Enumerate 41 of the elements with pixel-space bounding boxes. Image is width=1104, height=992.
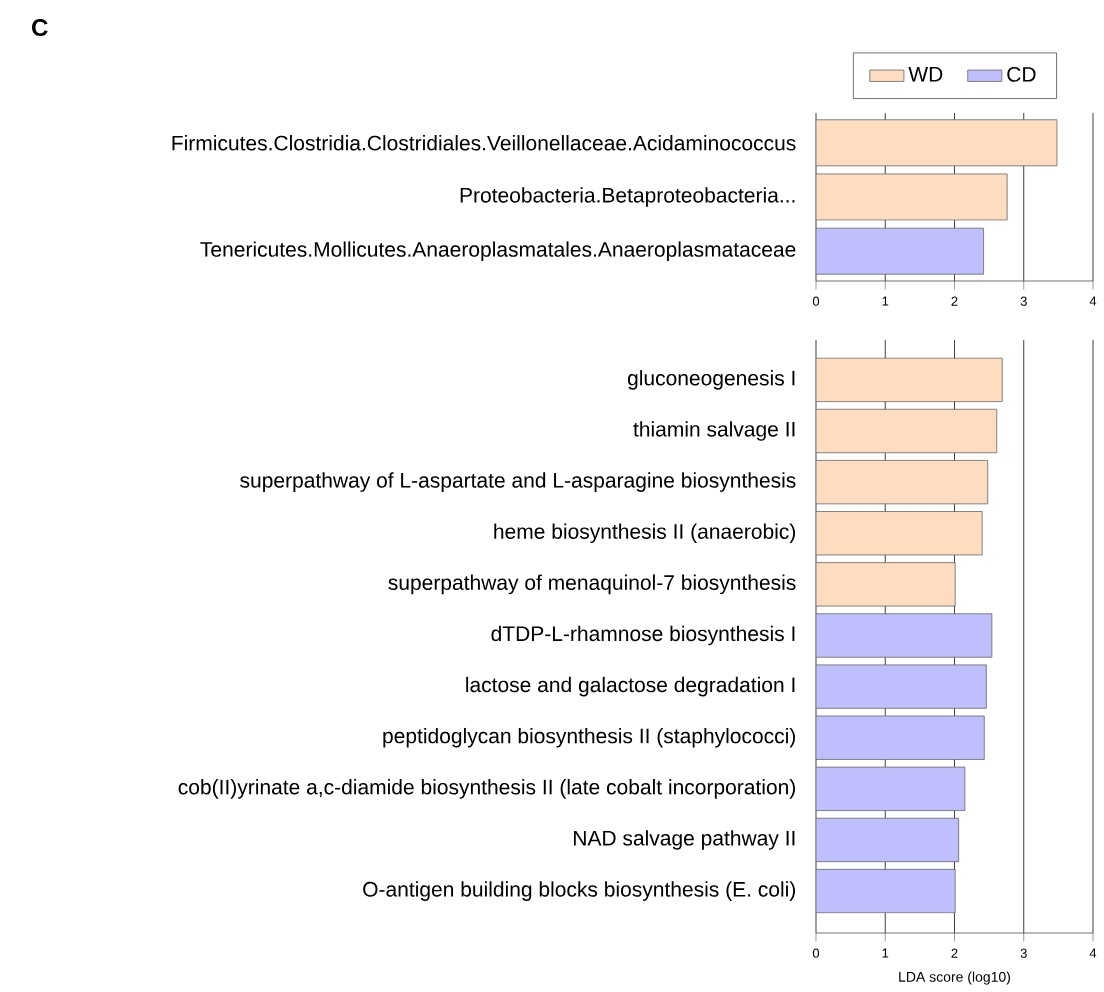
bar <box>816 613 993 658</box>
y-tick-label: gluconeogenesis I <box>627 370 795 390</box>
x-tick-label: 2 <box>951 948 958 958</box>
x-tick-label: 3 <box>1020 948 1027 958</box>
y-tick-label: superpathway of L-aspartate and L-asparagine biosynthesis <box>240 472 796 492</box>
y-tick-label: cob(II)yrinate a,c-diamide biosynthesis II (late cobalt incorporation) <box>178 779 795 799</box>
y-tick-label: superpathway of menaquinol-7 biosynthesis <box>388 574 796 595</box>
x-tick-label: 3 <box>1020 296 1027 306</box>
x-tick-label: 1 <box>882 948 889 958</box>
bar <box>816 766 966 811</box>
bar <box>816 408 998 454</box>
legend-label: CD <box>1007 66 1036 82</box>
y-tick-label: Firmicutes.Clostridia.Clostridiales.Veillonellaceae.Acidaminococcus <box>172 135 796 151</box>
bar <box>816 173 1008 221</box>
y-tick-label: peptidoglycan biosynthesis II (staphylococci) <box>383 727 796 748</box>
y-tick-label: thiamin salvage II <box>633 421 795 441</box>
y-tick-label: Tenericutes.Mollicutes.Anaeroplasmatales.Anaeroplasmataceae <box>200 241 796 261</box>
y-tick-label: dTDP-L-rhamnose biosynthesis I <box>491 625 795 646</box>
y-tick-label: O-antigen building blocks biosynthesis (E. coli) <box>363 881 795 901</box>
x-tick-label: 0 <box>812 948 820 958</box>
x-tick-label: 4 <box>1089 948 1097 958</box>
x-tick-label: 4 <box>1089 296 1097 306</box>
text: C <box>32 19 48 37</box>
legend-label: WD <box>908 67 943 82</box>
bar <box>816 357 1003 403</box>
y-tick-label: lactose and galactose degradation I <box>466 676 795 697</box>
y-tick-label: Proteobacteria.Betaproteobacteria... <box>460 187 795 207</box>
bar <box>816 119 1058 167</box>
bar <box>816 664 987 709</box>
y-tick-label: NAD salvage pathway II <box>574 830 795 850</box>
bar <box>816 511 983 556</box>
y-tick-label: heme biosynthesis II (anaerobic) <box>494 523 796 544</box>
x-tick-label: 0 <box>812 296 820 306</box>
bar <box>816 817 960 863</box>
x-tick-label: 1 <box>882 296 889 306</box>
bar <box>816 460 989 505</box>
bar <box>816 715 985 760</box>
bar <box>816 868 956 914</box>
bar <box>816 562 956 607</box>
x-axis-title: LDA score (log10) <box>899 971 1011 985</box>
x-tick-label: 2 <box>951 296 958 306</box>
